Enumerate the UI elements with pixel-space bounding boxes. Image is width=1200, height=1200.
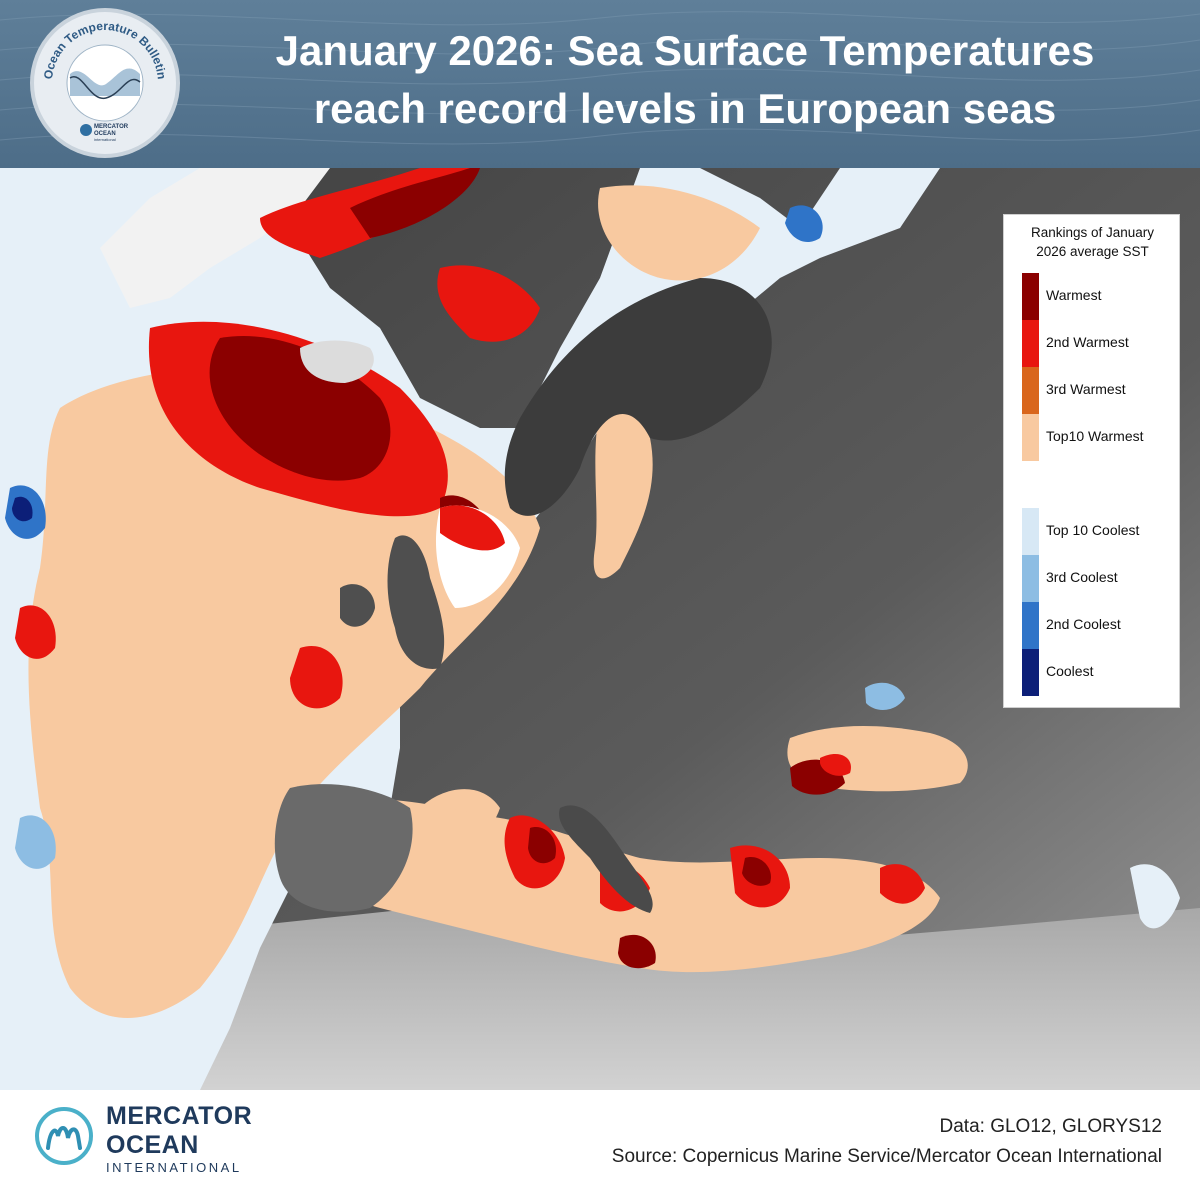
- legend-label-3: Top10 Warmest: [1046, 428, 1144, 444]
- legend-label-5: Top 10 Coolest: [1046, 522, 1140, 538]
- legend-swatch-1: [1022, 320, 1039, 367]
- legend-swatch-4: [1022, 461, 1039, 508]
- italy: [559, 805, 653, 913]
- title-line-2: reach record levels in European seas: [313, 85, 1057, 132]
- great-britain: [387, 535, 445, 669]
- legend-label-0: Warmest: [1046, 287, 1102, 303]
- legend-swatch-8: [1022, 649, 1039, 696]
- ocean-temperature-bulletin-badge: Ocean Temperature Bulletin MERCATOR OCEA…: [30, 8, 180, 158]
- cool-patches: [5, 205, 823, 869]
- ireland: [340, 584, 375, 627]
- legend-label-7: 2nd Coolest: [1046, 616, 1121, 632]
- badge-org-line3: international: [94, 137, 116, 142]
- logo-text-line-2: OCEAN: [106, 1131, 199, 1159]
- iberia: [274, 784, 413, 912]
- legend-label-6: 3rd Coolest: [1046, 569, 1118, 585]
- legend-swatch-5: [1022, 508, 1039, 555]
- footer: [0, 1090, 1200, 1200]
- bulletin-badge-graphic: Ocean Temperature Bulletin MERCATOR OCEA…: [41, 19, 169, 142]
- legend-title-line-2: 2026 average SST: [1036, 244, 1149, 259]
- caspian-sea-edge: [1130, 864, 1180, 929]
- mediterranean-warmest-patches: [528, 827, 771, 969]
- sst-ranking-legend: Rankings of January 2026 average SST War…: [1003, 214, 1180, 708]
- greenland-ice: [100, 168, 330, 308]
- data-credit: Data: GLO12, GLORYS12: [939, 1116, 1163, 1137]
- legend-title: Rankings of January 2026 average SST: [1004, 223, 1181, 261]
- page-title: January 2026: Sea Surface Temperatures r…: [185, 22, 1185, 138]
- title-line-1: January 2026: Sea Surface Temperatures: [275, 27, 1095, 74]
- map-canvas: [0, 168, 1200, 1090]
- badge-org-line1: MERCATOR: [94, 124, 129, 130]
- logo-text-line-1: MERCATOR: [106, 1102, 253, 1130]
- baltic-sea: [593, 404, 653, 579]
- legend-swatch-2: [1022, 367, 1039, 414]
- iceland: [300, 340, 374, 383]
- top10-warm-patches: [28, 185, 760, 1018]
- mercator-ocean-logo-icon: [35, 1107, 93, 1165]
- badge-org-line2: OCEAN: [94, 131, 116, 137]
- scandinavia: [504, 278, 772, 516]
- black-sea-warm: [820, 753, 851, 776]
- legend-swatch-3: [1022, 414, 1039, 461]
- legend-title-line-1: Rankings of January: [1030, 225, 1155, 240]
- legend-label-8: Coolest: [1046, 663, 1094, 679]
- source-credit: Source: Copernicus Marine Service/Mercat…: [611, 1146, 1162, 1167]
- sea-of-azov: [865, 682, 905, 710]
- sst-ranking-map: Rankings of January 2026 average SST War…: [0, 168, 1200, 1090]
- header-banner: Ocean Temperature Bulletin MERCATOR OCEA…: [0, 0, 1200, 168]
- north-sea-warm: [440, 505, 505, 551]
- legend-label-1: 2nd Warmest: [1046, 334, 1129, 350]
- legend-swatch-6: [1022, 555, 1039, 602]
- legend-swatch-7: [1022, 602, 1039, 649]
- logo-text-line-3: INTERNATIONAL: [106, 1160, 242, 1175]
- north-africa-land: [120, 908, 1200, 1090]
- header-wave-pattern: [0, 11, 1200, 145]
- legend-label-2: 3rd Warmest: [1046, 381, 1126, 397]
- legend-swatch-0: [1022, 273, 1039, 320]
